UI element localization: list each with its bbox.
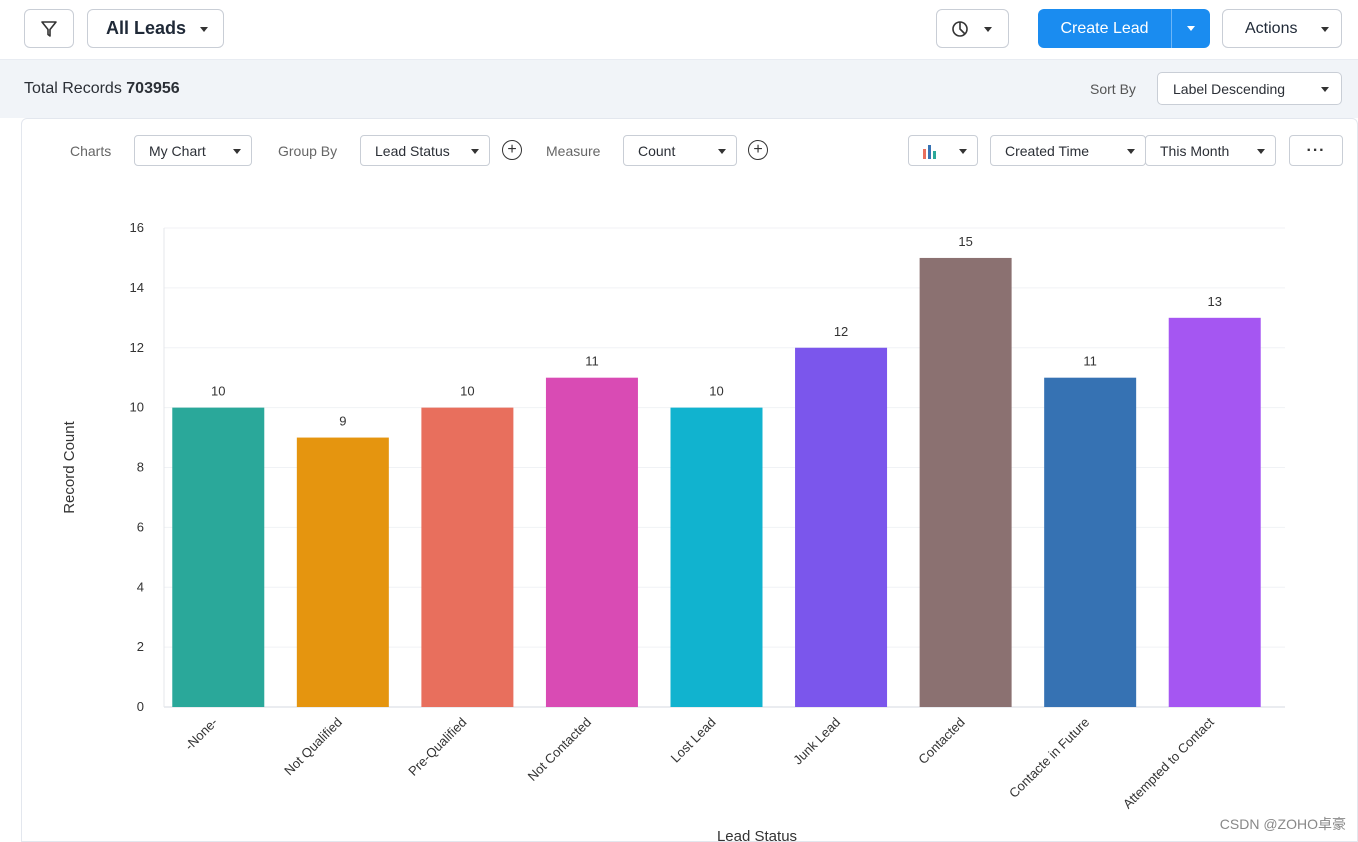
chevron-down-icon <box>1257 149 1265 154</box>
filter-button[interactable] <box>24 9 74 48</box>
y-tick-label: 12 <box>130 340 144 355</box>
chevron-down-icon <box>233 149 241 154</box>
chevron-down-icon <box>1187 26 1195 31</box>
y-tick-label: 16 <box>130 220 144 235</box>
bar-chart: 0 2 4 6 8 10 12 14 16 10 -None- 9 Not Qualified 10 Pre… <box>61 220 1285 842</box>
y-tick-label: 14 <box>130 280 144 295</box>
sort-by-label: Sort By <box>1090 81 1136 97</box>
watermark: CSDN @ZOHO卓豪 <box>1219 816 1346 832</box>
chevron-down-icon <box>959 149 967 154</box>
time-range-value: This Month <box>1160 143 1230 159</box>
y-tick-label: 4 <box>137 579 144 594</box>
sort-select-value: Label Descending <box>1173 81 1286 97</box>
chart-type-select[interactable] <box>908 135 978 166</box>
measure-label: Measure <box>546 143 601 159</box>
y-tick-label: 8 <box>137 460 144 475</box>
bar <box>1168 317 1261 707</box>
more-icon: ··· <box>1306 141 1326 159</box>
chevron-down-icon <box>200 27 208 32</box>
view-select-label: All Leads <box>106 18 187 38</box>
chart-select[interactable]: My Chart <box>134 135 252 166</box>
bar <box>172 407 265 707</box>
add-measure-icon[interactable]: + <box>748 140 768 160</box>
bar <box>545 377 638 707</box>
data-label: 10 <box>709 384 723 399</box>
more-options-button[interactable]: ··· <box>1289 135 1343 166</box>
data-label: 11 <box>585 354 599 369</box>
group-by-select[interactable]: Lead Status <box>360 135 490 166</box>
time-field-value: Created Time <box>1005 143 1090 159</box>
y-axis-title: Record Count <box>61 420 78 513</box>
sort-select[interactable]: Label Descending <box>1157 72 1342 105</box>
add-group-icon[interactable]: + <box>502 140 522 160</box>
chevron-down-icon <box>1127 149 1135 154</box>
filter-icon <box>41 20 57 37</box>
group-by-value: Lead Status <box>375 143 450 159</box>
x-tick-label: Not Qualified <box>281 715 345 779</box>
create-lead-button[interactable]: Create Lead <box>1038 9 1210 48</box>
time-range-select[interactable]: This Month <box>1145 135 1276 166</box>
chart-view-icon <box>952 20 968 37</box>
create-lead-dropdown[interactable] <box>1172 26 1210 31</box>
bar <box>795 347 888 707</box>
chevron-down-icon <box>1321 27 1329 32</box>
x-tick-label: Lost Lead <box>668 715 719 766</box>
data-label: 10 <box>211 384 225 399</box>
data-label: 10 <box>460 384 474 399</box>
y-tick-label: 10 <box>130 400 144 415</box>
y-tick-label: 2 <box>137 639 144 654</box>
bar <box>296 437 389 707</box>
chevron-down-icon <box>984 27 992 32</box>
bar <box>919 257 1012 707</box>
actions-label: Actions <box>1245 19 1298 37</box>
chart-select-value: My Chart <box>149 143 206 159</box>
button-divider <box>1171 9 1172 48</box>
x-tick-label: Pre-Qualified <box>405 715 469 779</box>
bar-chart-icon <box>923 145 936 159</box>
data-label: 13 <box>1207 294 1221 309</box>
chevron-down-icon <box>1321 87 1329 92</box>
bar <box>1044 377 1137 707</box>
chart-view-toggle[interactable] <box>936 9 1009 48</box>
chevron-down-icon <box>718 149 726 154</box>
time-field-select[interactable]: Created Time <box>990 135 1146 166</box>
top-toolbar: All Leads Create Lead Actions <box>0 0 1358 60</box>
y-tick-label: 6 <box>137 519 144 534</box>
x-tick-label: Attempted to Contact <box>1120 714 1217 811</box>
records-bar: Total Records 703956 Sort By Label Desce… <box>0 60 1358 118</box>
measure-select[interactable]: Count <box>623 135 737 166</box>
x-tick-label: Contacted <box>915 715 968 768</box>
y-tick-label: 0 <box>137 699 144 714</box>
x-axis-title: Lead Status <box>717 828 797 842</box>
measure-value: Count <box>638 143 676 159</box>
bar <box>670 407 763 707</box>
x-tick-label: Not Contacted <box>525 715 594 784</box>
view-select[interactable]: All Leads <box>87 9 224 48</box>
total-records: Total Records 703956 <box>24 80 180 98</box>
data-label: 9 <box>339 414 346 429</box>
x-tick-label: Junk Lead <box>790 715 843 768</box>
data-label: 15 <box>958 234 972 249</box>
chevron-down-icon <box>471 149 479 154</box>
actions-button[interactable]: Actions <box>1222 9 1342 48</box>
data-label: 11 <box>1083 354 1097 369</box>
total-records-value: 703956 <box>126 80 180 97</box>
x-tick-label: Contacte in Future <box>1006 715 1092 801</box>
bar <box>421 407 514 707</box>
x-tick-label: -None- <box>182 715 221 754</box>
charts-label: Charts <box>70 143 112 159</box>
chart-card: Charts My Chart Group By Lead Status + M… <box>21 118 1358 842</box>
create-lead-label: Create Lead <box>1060 19 1149 37</box>
total-records-label: Total Records <box>24 80 122 97</box>
data-label: 12 <box>834 324 848 339</box>
group-by-label: Group By <box>278 143 338 159</box>
